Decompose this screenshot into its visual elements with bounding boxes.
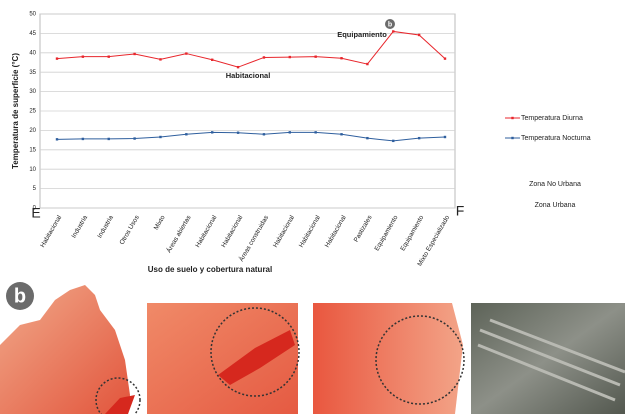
image-panels: [0, 285, 625, 414]
series-marker: [56, 57, 58, 59]
zone-label: Zona Urbana: [535, 202, 576, 209]
side-label: F: [456, 203, 465, 219]
annotation: Equipamiento: [337, 30, 387, 39]
series-marker: [418, 34, 420, 36]
series-marker: [108, 138, 110, 140]
series-marker: [392, 30, 394, 32]
x-tick-label: Industria: [96, 214, 115, 239]
x-axis-title: Uso de suelo y cobertura natural: [148, 265, 272, 274]
series-marker: [133, 137, 135, 139]
panel-label: b: [14, 285, 26, 307]
series-marker: [418, 137, 420, 139]
y-tick-label: 35: [29, 70, 36, 76]
zone-label: Zona No Urbana: [529, 181, 581, 188]
series-marker: [366, 63, 368, 65]
series-marker: [314, 131, 316, 133]
series-marker: [263, 133, 265, 135]
legend-marker: [511, 137, 513, 139]
series-marker: [444, 136, 446, 138]
series-marker: [56, 138, 58, 140]
series-marker: [108, 55, 110, 57]
y-axis-title: Temperatura de superficie (°C): [11, 53, 20, 169]
series-marker: [444, 57, 446, 59]
legend-label: Temperatura Diurna: [521, 115, 583, 122]
x-tick-label: Habitacional: [39, 214, 63, 249]
y-tick-label: 20: [29, 128, 36, 134]
series-marker: [289, 56, 291, 58]
x-tick-label: Mixto: [153, 214, 167, 231]
x-tick-label: Habitacional: [272, 214, 296, 249]
series-marker: [159, 58, 161, 60]
series-marker: [185, 52, 187, 54]
series-marker: [340, 133, 342, 135]
series-marker: [133, 53, 135, 55]
series-marker: [237, 132, 239, 134]
x-tick-label: Habitacional: [220, 214, 244, 249]
series-marker: [392, 140, 394, 142]
y-tick-label: 30: [29, 89, 36, 95]
series-marker: [211, 131, 213, 133]
x-tick-label: Pastizales: [353, 214, 374, 244]
series-marker: [185, 133, 187, 135]
y-tick-label: 40: [29, 50, 36, 56]
annotation: b: [388, 21, 392, 28]
y-tick-label: 25: [29, 109, 36, 115]
map-panel: [313, 303, 463, 414]
series-marker: [289, 131, 291, 133]
series-marker: [340, 57, 342, 59]
x-tick-label: Otros Usos: [119, 214, 142, 246]
legend-marker: [511, 117, 513, 119]
x-tick-label: Habitacional: [324, 214, 348, 249]
series-marker: [82, 138, 84, 140]
series-marker: [211, 59, 213, 61]
annotation: Habitacional: [226, 71, 271, 80]
series-marker: [159, 136, 161, 138]
series-marker: [237, 66, 239, 68]
y-tick-label: 10: [29, 167, 36, 173]
x-tick-label: Áreas abiertas: [164, 213, 193, 254]
series-marker: [263, 56, 265, 58]
series-line: [57, 31, 445, 67]
x-tick-label: Habitacional: [194, 214, 218, 249]
map-panel: [147, 303, 298, 414]
series-marker: [82, 55, 84, 57]
figure: Temperatura de superficie (°C) Uso de su…: [0, 0, 625, 414]
x-tick-label: Equipamiento: [374, 214, 400, 252]
x-tick-label: Habitacional: [298, 214, 322, 249]
series-marker: [314, 55, 316, 57]
photo-panel: [471, 303, 625, 414]
y-tick-label: 45: [29, 31, 36, 37]
series-line: [57, 132, 445, 141]
series-marker: [366, 137, 368, 139]
x-tick-label: Equipamiento: [399, 214, 425, 252]
x-tick-label: Industria: [71, 214, 90, 239]
y-tick-label: 5: [33, 186, 37, 192]
y-tick-label: 50: [29, 12, 36, 18]
legend-label: Temperatura Nocturna: [521, 135, 591, 142]
y-tick-label: 15: [29, 147, 36, 153]
